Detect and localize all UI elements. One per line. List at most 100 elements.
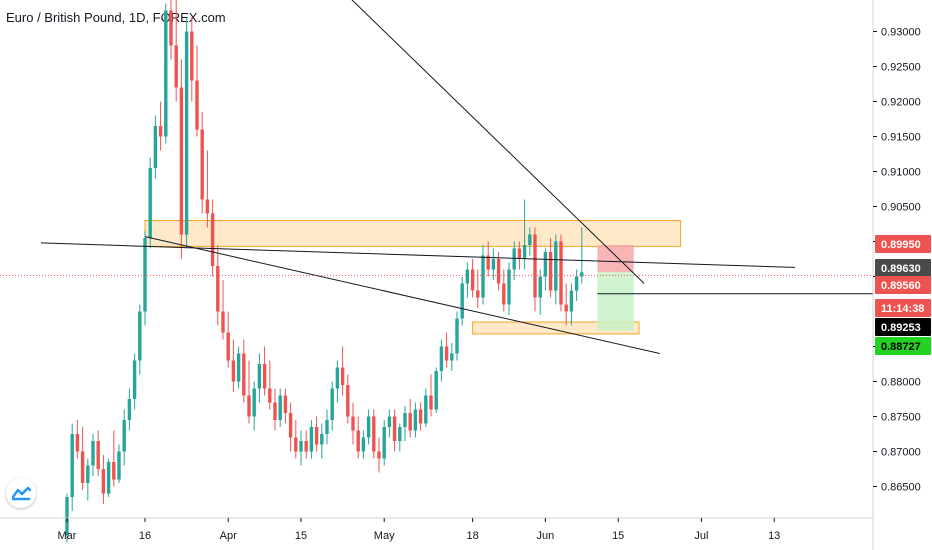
candle-body bbox=[65, 497, 69, 536]
candle-body bbox=[569, 290, 574, 312]
candle-body bbox=[413, 409, 418, 431]
candle-body bbox=[507, 269, 511, 305]
candle-body bbox=[314, 427, 319, 445]
y-tick-label: 0.87500 bbox=[881, 412, 921, 424]
candle-body bbox=[559, 241, 563, 305]
candle-body bbox=[481, 255, 485, 298]
y-tick-label: 0.92500 bbox=[881, 62, 921, 74]
candle-body bbox=[299, 441, 303, 452]
candle-body bbox=[309, 427, 314, 452]
candle-body bbox=[517, 248, 522, 259]
y-tick-label: 0.93000 bbox=[881, 27, 921, 39]
candle-body bbox=[366, 416, 371, 438]
drawings-layer bbox=[0, 0, 873, 354]
candle-body bbox=[236, 353, 241, 382]
candle-body bbox=[574, 276, 579, 291]
candles-layer bbox=[65, 0, 584, 543]
candle-body bbox=[283, 395, 288, 413]
candle-body bbox=[86, 465, 90, 483]
price-tag bbox=[875, 318, 931, 336]
price-tag-label: 0.89630 bbox=[881, 263, 921, 275]
candle-body bbox=[320, 434, 324, 445]
candle-body bbox=[486, 255, 490, 270]
candle-body bbox=[564, 304, 568, 312]
candle-body bbox=[325, 420, 329, 434]
candle-body bbox=[434, 371, 438, 410]
candle-body bbox=[190, 31, 194, 81]
x-tick-label: 15 bbox=[295, 530, 307, 542]
price-tag-label: 0.89253 bbox=[881, 322, 921, 334]
candle-body bbox=[112, 462, 116, 480]
candle-body bbox=[460, 283, 464, 319]
candle-body bbox=[335, 367, 340, 389]
take-profit-zone bbox=[597, 272, 634, 331]
candle-body bbox=[502, 283, 506, 305]
candle-body bbox=[75, 434, 80, 452]
candle-body bbox=[330, 388, 334, 420]
candle-body bbox=[138, 311, 142, 361]
candle-body bbox=[205, 199, 210, 214]
candle-body bbox=[372, 416, 376, 452]
candle-body bbox=[273, 402, 277, 420]
price-tag bbox=[875, 235, 931, 253]
candle-body bbox=[382, 427, 386, 459]
candle-body bbox=[101, 469, 106, 494]
candle-body bbox=[132, 360, 137, 399]
candle-body bbox=[538, 276, 542, 298]
candle-body bbox=[231, 360, 236, 382]
candle-body bbox=[221, 311, 225, 333]
candle-body bbox=[450, 353, 454, 361]
candle-body bbox=[429, 395, 433, 410]
candle-body bbox=[356, 430, 360, 452]
x-tick-label: 15 bbox=[612, 530, 624, 542]
x-tick-label: Apr bbox=[220, 530, 237, 542]
candle-body bbox=[465, 269, 470, 284]
candle-body bbox=[80, 451, 85, 483]
y-tick-label: 0.87000 bbox=[881, 447, 921, 459]
y-tick-label: 0.91500 bbox=[881, 132, 921, 144]
candle-body bbox=[543, 252, 548, 277]
candle-body bbox=[242, 353, 246, 396]
candle-body bbox=[403, 413, 407, 427]
price-tag bbox=[875, 299, 931, 317]
candle-body bbox=[210, 213, 215, 266]
candle-body bbox=[195, 80, 199, 130]
candle-body bbox=[153, 126, 158, 168]
candle-body bbox=[148, 168, 152, 238]
x-tick-label: 18 bbox=[466, 530, 478, 542]
candle-body bbox=[262, 364, 267, 389]
candle-body bbox=[398, 427, 402, 441]
candle-body bbox=[522, 245, 527, 259]
candle-body bbox=[96, 441, 100, 469]
candle-body bbox=[528, 234, 532, 245]
candle-body bbox=[268, 388, 272, 403]
candle-body bbox=[580, 272, 584, 277]
tradingview-logo-icon[interactable] bbox=[6, 478, 36, 508]
candle-body bbox=[179, 87, 184, 235]
candle-body bbox=[554, 241, 558, 291]
candle-body bbox=[377, 451, 381, 459]
candle-body bbox=[91, 441, 95, 466]
candle-body bbox=[444, 346, 449, 361]
candle-body bbox=[346, 385, 350, 417]
candle-body bbox=[304, 441, 308, 452]
candle-body bbox=[169, 10, 173, 46]
price-tag-label: 0.88727 bbox=[881, 341, 921, 353]
x-tick-label: May bbox=[374, 530, 395, 542]
y-tick-label: 0.88000 bbox=[881, 377, 921, 389]
candle-body bbox=[548, 252, 553, 291]
candle-body bbox=[106, 462, 111, 494]
price-tag-label: 0.89560 bbox=[881, 280, 921, 292]
candle-body bbox=[533, 234, 537, 298]
trend-line bbox=[40, 242, 796, 268]
candle-body bbox=[455, 318, 459, 354]
candle-body bbox=[476, 290, 480, 298]
candle-body bbox=[247, 395, 251, 417]
price-tag bbox=[875, 276, 931, 294]
candle-body bbox=[70, 434, 74, 497]
candle-body bbox=[361, 437, 366, 452]
zones-layer bbox=[144, 220, 682, 335]
price-tag bbox=[875, 259, 931, 277]
candle-body bbox=[158, 126, 163, 137]
